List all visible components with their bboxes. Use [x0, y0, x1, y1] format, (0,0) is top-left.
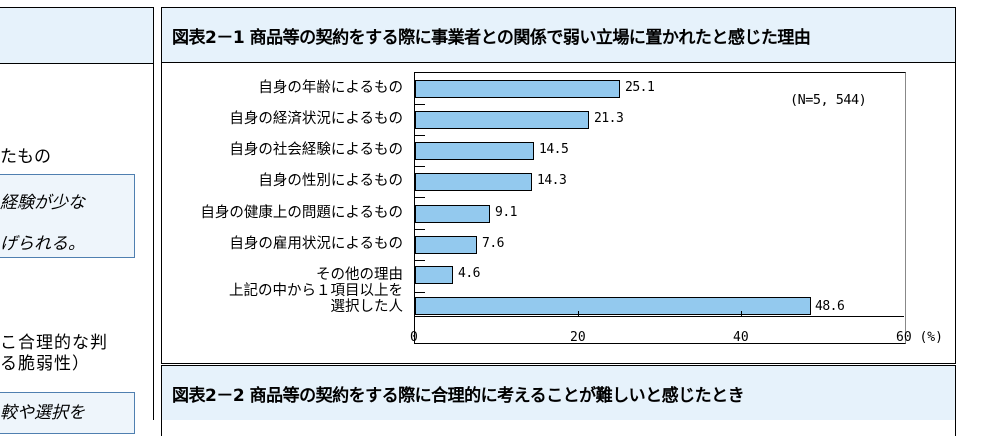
- y-tick: [415, 135, 425, 136]
- bar-any-selected: [415, 297, 811, 315]
- left-panel-header: [0, 7, 154, 64]
- value-label-economic: 21.3: [594, 111, 624, 126]
- value-label-gender: 14.3: [537, 173, 567, 188]
- x-tick-label-40: 40: [733, 330, 749, 345]
- value-label-any-selected: 48.6: [815, 299, 845, 314]
- category-label-economic: 自身の経済状況によるもの: [229, 111, 403, 127]
- left-callout-1-line1: 経験が少な: [0, 193, 85, 213]
- figure1-title: 図表2－1 商品等の契約をする際に事業者との関係で弱い立場に置かれたと感じた理由: [162, 8, 955, 63]
- value-label-other: 4.6: [458, 266, 480, 281]
- value-label-age: 25.1: [625, 80, 655, 95]
- y-tick: [415, 104, 425, 105]
- category-label-any-line1: 上記の中から１項目以上を: [229, 283, 403, 299]
- sample-size-label: (N=5, 544): [790, 92, 867, 108]
- x-tick-label-60: 60 (%): [896, 330, 943, 345]
- bar-other: [415, 266, 453, 284]
- bar-age: [415, 80, 620, 98]
- left-callout-box-2: 較や選択を: [0, 392, 135, 434]
- bar-employment: [415, 236, 477, 254]
- value-label-health: 9.1: [495, 205, 517, 220]
- figure2-title: 図表2－2 商品等の契約をする際に合理的に考えることが難しいと感じたとき: [162, 366, 955, 420]
- left-panel-border: [153, 62, 154, 420]
- left-callout-1-line2: げられる。: [0, 234, 85, 254]
- left-callout-2-line1: 較や選択を: [0, 403, 85, 423]
- left-text-line2b: る脆弱性）: [0, 354, 90, 374]
- y-tick: [415, 260, 425, 261]
- category-label-gender: 自身の性別によるもの: [258, 173, 403, 189]
- x-tick-label-0: 0: [410, 330, 418, 345]
- category-label-age: 自身の年齢によるもの: [258, 80, 403, 96]
- bar-health: [415, 205, 490, 223]
- left-callout-box-1: 経験が少な げられる。: [0, 174, 135, 258]
- category-label-health: 自身の健康上の問題によるもの: [200, 205, 403, 221]
- category-label-social-experience: 自身の社会経験によるもの: [229, 142, 403, 158]
- value-label-social-experience: 14.5: [539, 142, 569, 157]
- bar-economic: [415, 111, 589, 129]
- x-tick-label-20: 20: [570, 330, 586, 345]
- x-tick-20: [578, 311, 579, 317]
- left-text-line1: たもの: [0, 147, 51, 167]
- category-label-employment: 自身の雇用状況によるもの: [229, 236, 403, 252]
- left-text-line2a: こ合理的な判: [0, 333, 108, 353]
- y-tick: [415, 292, 425, 293]
- category-label-other: その他の理由: [316, 267, 403, 283]
- y-tick: [415, 166, 425, 167]
- x-tick-40: [741, 311, 742, 317]
- category-label-any-line2: 選択した人: [330, 299, 404, 315]
- figure2-panel: 図表2－2 商品等の契約をする際に合理的に考えることが難しいと感じたとき: [161, 365, 956, 436]
- bar-gender: [415, 173, 532, 191]
- value-label-employment: 7.6: [482, 236, 504, 251]
- y-tick: [415, 197, 425, 198]
- bar-social-experience: [415, 142, 534, 160]
- y-tick: [415, 229, 425, 230]
- x-axis-line: [414, 316, 904, 317]
